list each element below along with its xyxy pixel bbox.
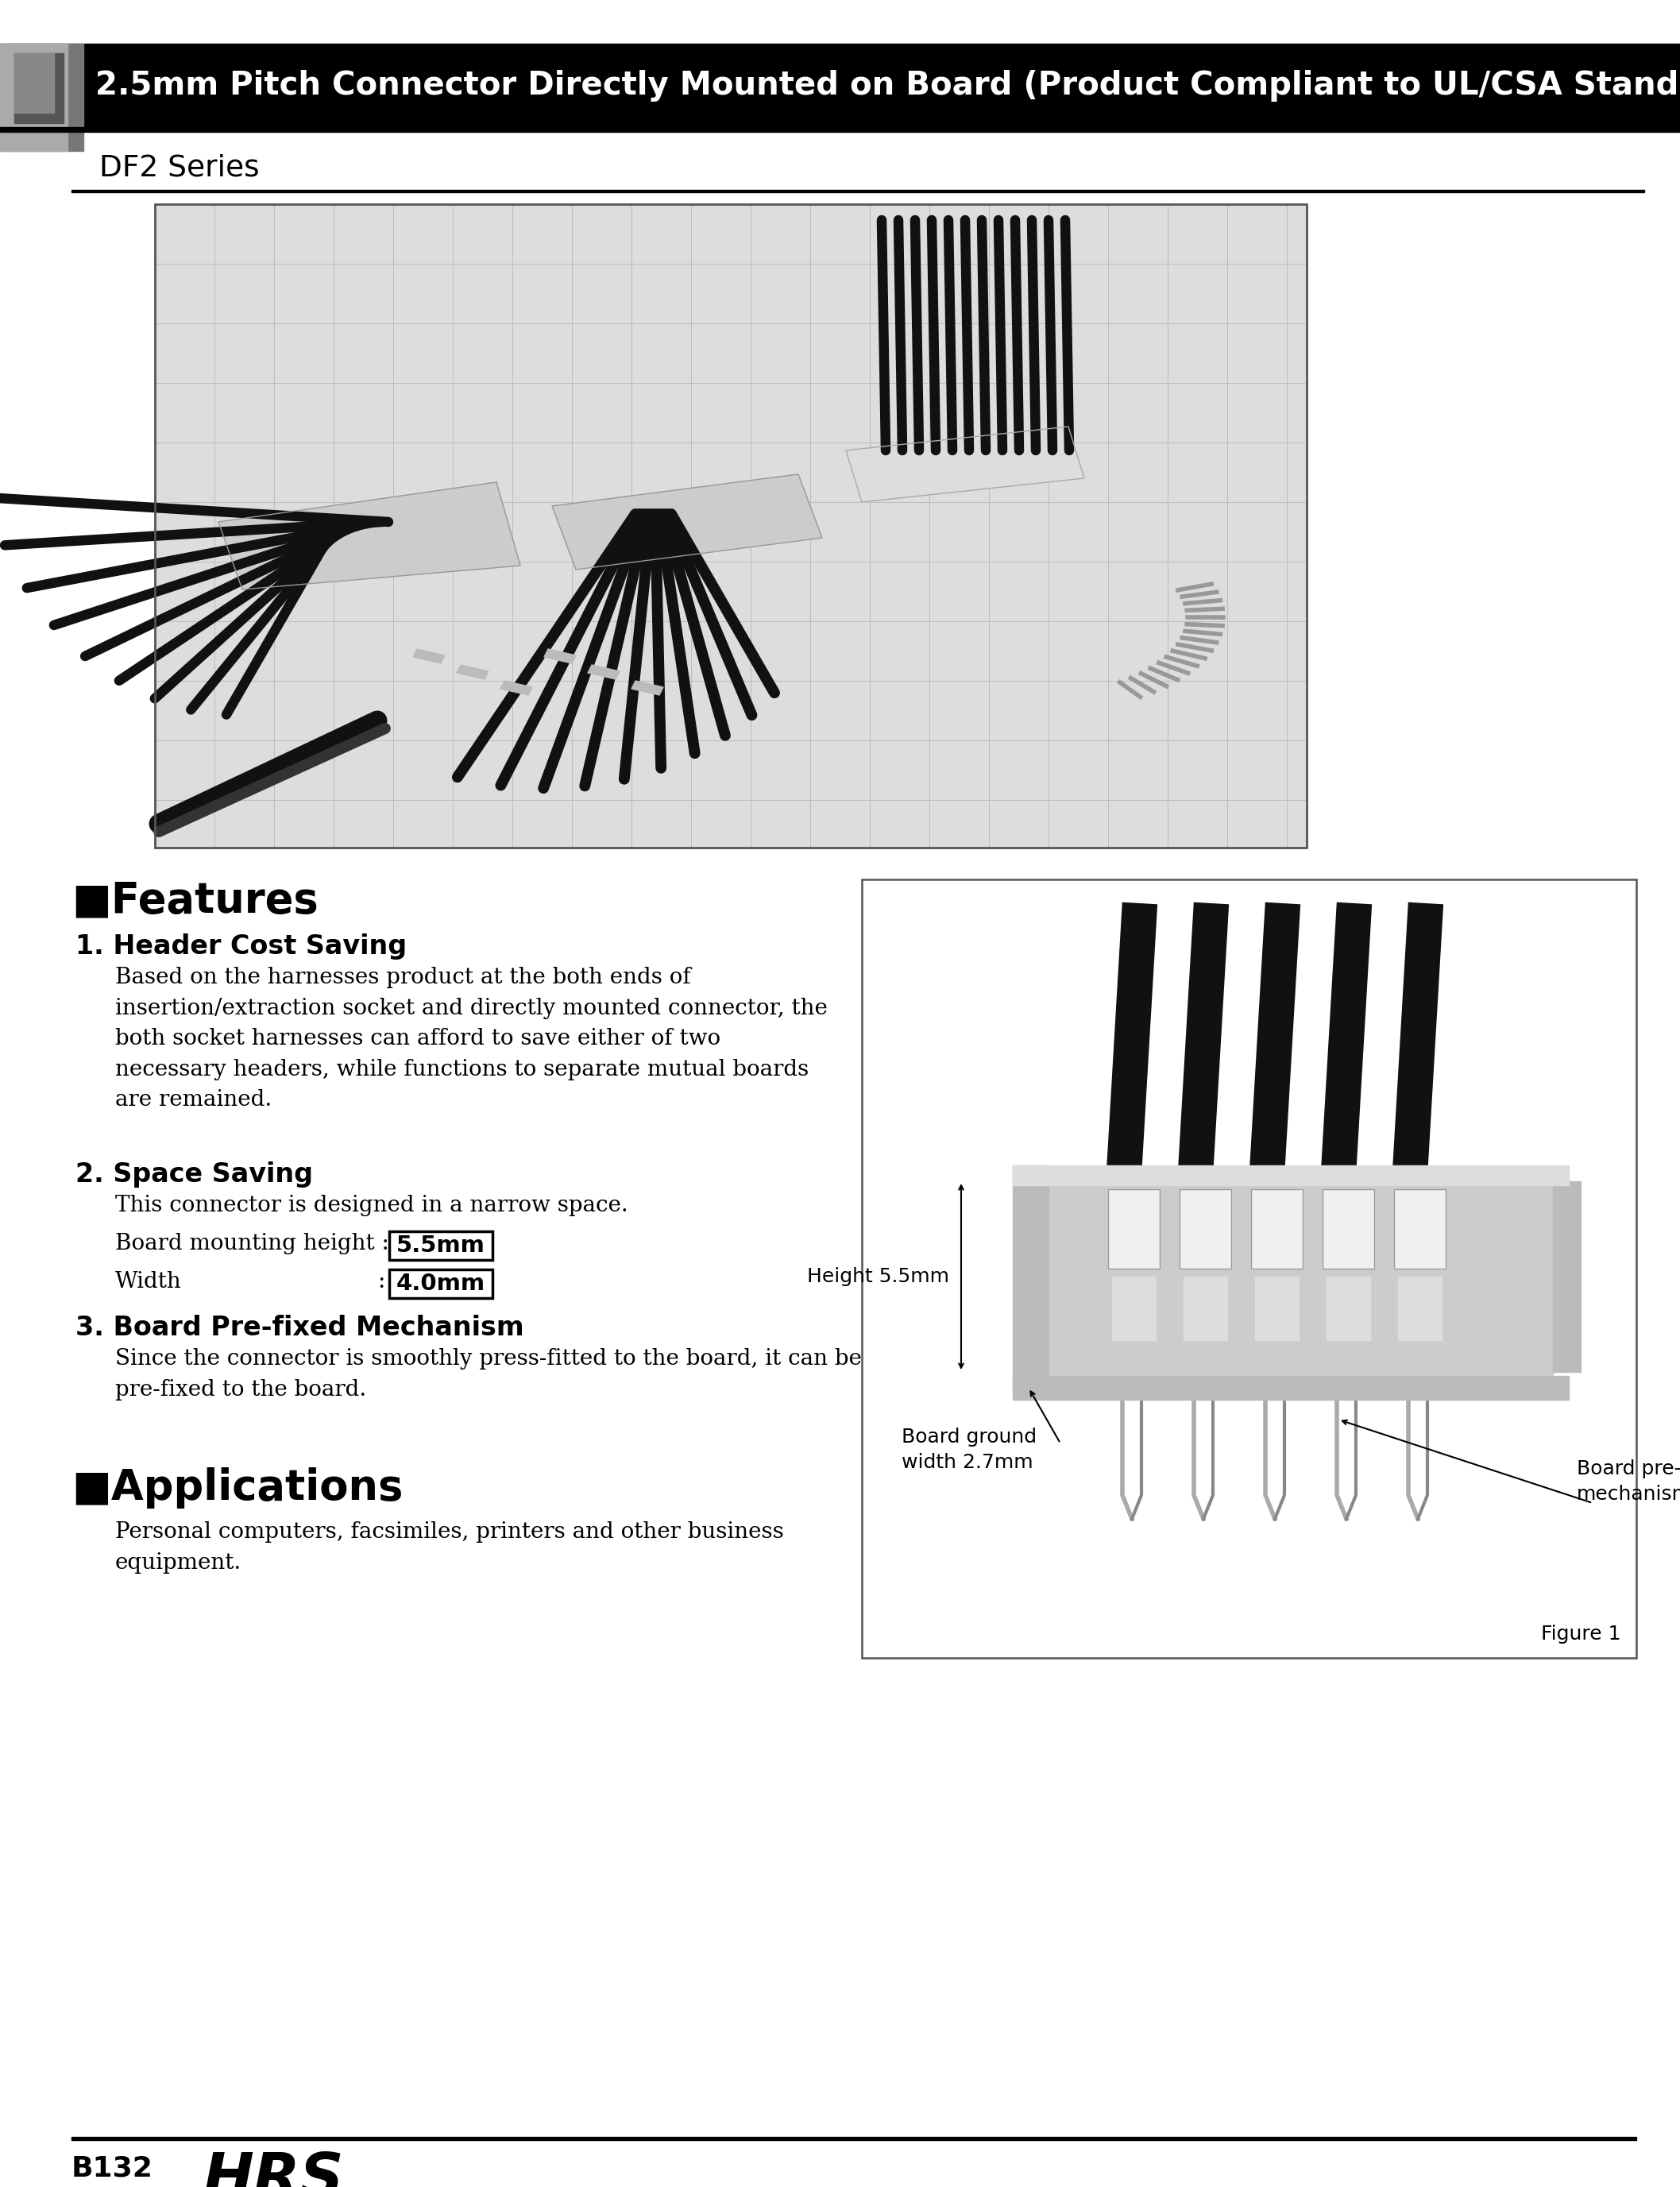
Text: Height 5.5mm: Height 5.5mm — [806, 1266, 949, 1286]
Text: ■Features: ■Features — [72, 879, 318, 921]
Bar — [1322, 1190, 1374, 1268]
Bar — [1394, 1190, 1446, 1268]
Bar — [72, 2137, 1636, 2141]
Polygon shape — [632, 680, 664, 695]
Text: Based on the harnesses product at the both ends of
insertion/extraction socket a: Based on the harnesses product at the bo… — [116, 967, 828, 1111]
Bar — [1255, 1277, 1299, 1341]
Polygon shape — [553, 475, 822, 569]
Bar — [1322, 1190, 1374, 1268]
Bar — [1394, 1190, 1446, 1268]
Polygon shape — [457, 665, 489, 680]
Bar — [0, 44, 84, 151]
Bar — [1179, 1190, 1231, 1268]
Polygon shape — [413, 650, 445, 663]
Polygon shape — [218, 481, 521, 590]
Bar — [390, 1231, 492, 1260]
Bar — [1013, 1376, 1569, 1400]
Bar — [1398, 1277, 1441, 1341]
Bar — [1252, 1190, 1302, 1268]
Text: ■Applications: ■Applications — [72, 1467, 403, 1509]
Bar — [1109, 1190, 1159, 1268]
Bar — [15, 52, 54, 114]
Bar — [1013, 1166, 1569, 1185]
Text: This connector is designed in a narrow space.: This connector is designed in a narrow s… — [116, 1194, 628, 1216]
Bar — [1045, 1174, 1552, 1380]
Text: Board ground
width 2.7mm: Board ground width 2.7mm — [902, 1428, 1037, 1472]
Text: 4.0mm: 4.0mm — [396, 1273, 486, 1295]
Bar — [1327, 1277, 1371, 1341]
Text: B132: B132 — [72, 2154, 153, 2180]
Bar — [1552, 1181, 1581, 1371]
Text: Board pre-fixed
mechanism: Board pre-fixed mechanism — [1578, 1459, 1680, 1502]
Text: DF2 Series: DF2 Series — [99, 153, 259, 182]
Text: 2.5mm Pitch Connector Directly Mounted on Board (Product Compliant to UL/CSA Sta: 2.5mm Pitch Connector Directly Mounted o… — [96, 70, 1680, 101]
Bar — [1013, 1166, 1048, 1389]
Bar — [1179, 1190, 1231, 1268]
Bar — [1109, 1190, 1159, 1268]
Text: 2. Space Saving: 2. Space Saving — [76, 1161, 312, 1188]
Bar — [155, 203, 1307, 849]
Text: Board mounting height :: Board mounting height : — [116, 1233, 390, 1255]
Bar — [0, 44, 67, 151]
Text: 1. Header Cost Saving: 1. Header Cost Saving — [76, 934, 407, 960]
Bar — [0, 44, 1680, 127]
Text: HRS: HRS — [203, 2150, 344, 2187]
Text: Personal computers, facsimiles, printers and other business
equipment.: Personal computers, facsimiles, printers… — [116, 1522, 785, 1572]
Polygon shape — [847, 426, 1084, 503]
Text: 3. Board Pre-fixed Mechanism: 3. Board Pre-fixed Mechanism — [76, 1314, 524, 1341]
Polygon shape — [501, 680, 533, 695]
Text: Width: Width — [116, 1271, 181, 1293]
Polygon shape — [544, 650, 576, 663]
Text: 5.5mm: 5.5mm — [396, 1233, 486, 1258]
Text: Figure 1: Figure 1 — [1541, 1625, 1621, 1645]
Bar — [1183, 1277, 1226, 1341]
Bar — [862, 879, 1636, 1658]
Bar — [1112, 1277, 1156, 1341]
Polygon shape — [588, 665, 620, 680]
Bar — [155, 203, 1307, 849]
Bar — [390, 1268, 492, 1299]
Bar — [0, 127, 1680, 131]
Bar — [1252, 1190, 1302, 1268]
Text: :: : — [378, 1271, 385, 1293]
Text: Since the connector is smoothly press-fitted to the board, it can be
pre-fixed t: Since the connector is smoothly press-fi… — [116, 1347, 862, 1400]
Bar — [15, 52, 64, 122]
